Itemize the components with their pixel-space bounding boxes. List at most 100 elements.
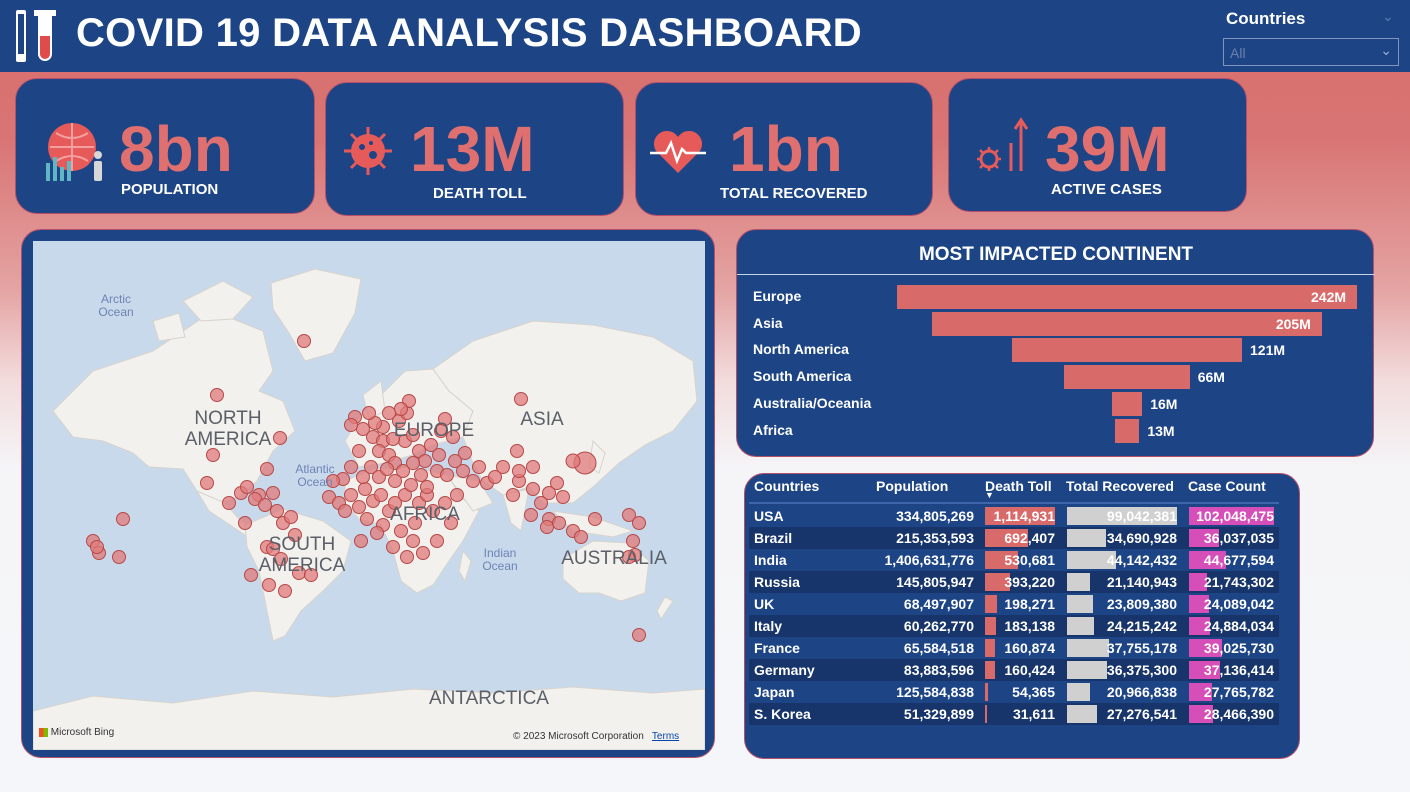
country-bubble[interactable] — [472, 460, 486, 474]
country-bubble[interactable] — [370, 526, 384, 540]
country-bubble[interactable] — [506, 488, 520, 502]
country-bubble[interactable] — [524, 508, 538, 522]
country-bubble[interactable] — [358, 482, 372, 496]
country-bubble[interactable] — [424, 438, 438, 452]
country-bubble[interactable] — [344, 418, 358, 432]
country-bubble[interactable] — [574, 530, 588, 544]
country-bubble[interactable] — [446, 430, 460, 444]
country-bubble[interactable] — [458, 446, 472, 460]
country-bubble[interactable] — [304, 568, 318, 582]
country-bubble[interactable] — [588, 512, 602, 526]
country-bubble[interactable] — [542, 486, 556, 500]
country-bubble[interactable] — [550, 476, 564, 490]
country-bubble[interactable] — [388, 496, 402, 510]
table-row[interactable]: India 1,406,631,776 530,681 44,142,432 44,67… — [749, 549, 1279, 571]
table-row[interactable]: Germany 83,883,596 160,424 36,375,300 37,136… — [749, 659, 1279, 681]
country-bubble[interactable] — [456, 464, 470, 478]
country-bubble[interactable] — [238, 516, 252, 530]
country-bubble[interactable] — [396, 464, 410, 478]
country-bubble[interactable] — [632, 516, 646, 530]
country-bubble[interactable] — [200, 476, 214, 490]
country-bubble[interactable] — [440, 468, 454, 482]
col-header-case-count[interactable]: Case Count — [1188, 478, 1266, 494]
table-row[interactable]: UK 68,497,907 198,271 23,809,380 24,089,042 — [749, 593, 1279, 615]
country-bubble[interactable] — [488, 470, 502, 484]
country-bubble[interactable] — [565, 453, 581, 469]
country-bubble[interactable] — [526, 482, 540, 496]
country-bubble[interactable] — [352, 500, 366, 514]
country-bubble[interactable] — [382, 406, 396, 420]
country-bubble[interactable] — [418, 454, 432, 468]
country-bubble[interactable] — [626, 534, 640, 548]
country-bubble[interactable] — [534, 496, 548, 510]
chevron-down-icon[interactable]: ⌄ — [1380, 42, 1392, 58]
country-bubble[interactable] — [394, 524, 408, 538]
country-bubble[interactable] — [388, 474, 402, 488]
country-bubble[interactable] — [362, 406, 376, 420]
funnel-bar[interactable] — [1111, 391, 1143, 416]
country-bubble[interactable] — [400, 550, 414, 564]
country-bubble[interactable] — [622, 550, 636, 564]
country-bubble[interactable] — [448, 454, 462, 468]
col-header-death-toll[interactable]: Death Toll — [985, 478, 1052, 494]
country-bubble[interactable] — [512, 464, 526, 478]
country-bubble[interactable] — [466, 474, 480, 488]
country-bubble[interactable] — [278, 584, 292, 598]
country-bubble[interactable] — [258, 498, 272, 512]
country-bubble[interactable] — [90, 540, 104, 554]
country-bubble[interactable] — [240, 480, 254, 494]
country-bubble[interactable] — [416, 546, 430, 560]
country-bubble[interactable] — [274, 552, 288, 566]
country-bubble[interactable] — [406, 534, 420, 548]
country-bubble[interactable] — [360, 512, 374, 526]
country-bubble[interactable] — [438, 496, 452, 510]
country-bubble[interactable] — [556, 490, 570, 504]
country-bubble[interactable] — [210, 388, 224, 402]
country-bubble[interactable] — [414, 468, 428, 482]
country-bubble[interactable] — [632, 628, 646, 642]
countries-slicer[interactable]: Countries ⌄ All ⌄ — [1212, 0, 1410, 72]
country-bubble[interactable] — [284, 510, 298, 524]
country-bubble[interactable] — [260, 462, 274, 476]
country-bubble[interactable] — [364, 460, 378, 474]
country-bubble[interactable] — [270, 504, 284, 518]
funnel-bar[interactable] — [932, 311, 1322, 336]
funnel-bar[interactable] — [897, 285, 1357, 309]
country-bubble[interactable] — [420, 480, 434, 494]
country-bubble[interactable] — [404, 478, 418, 492]
country-bubble[interactable] — [326, 474, 340, 488]
country-bubble[interactable] — [380, 462, 394, 476]
country-bubble[interactable] — [510, 444, 524, 458]
funnel-bar[interactable] — [1012, 338, 1242, 363]
country-bubble[interactable] — [386, 540, 400, 554]
country-bubble[interactable] — [552, 516, 566, 530]
col-header-countries[interactable]: Countries — [754, 478, 820, 494]
world-map[interactable]: NORTH AMERICA SOUTH AMERICA ASIA EUROPE … — [33, 241, 705, 750]
country-bubble[interactable] — [266, 486, 280, 500]
country-bubble[interactable] — [116, 512, 130, 526]
countries-dropdown[interactable]: All ⌄ — [1223, 38, 1399, 66]
country-bubble[interactable] — [338, 504, 352, 518]
funnel-bar[interactable] — [1114, 418, 1140, 443]
table-row[interactable]: S. Korea 51,329,899 31,611 27,276,541 28,466… — [749, 703, 1279, 725]
country-bubble[interactable] — [406, 428, 420, 442]
country-bubble[interactable] — [266, 542, 280, 556]
col-header-population[interactable]: Population — [876, 478, 949, 494]
country-bubble[interactable] — [444, 516, 458, 530]
country-bubble[interactable] — [408, 516, 422, 530]
table-row[interactable]: Russia 145,805,947 393,220 21,140,943 21,743… — [749, 571, 1279, 593]
funnel-bar[interactable] — [1064, 365, 1190, 390]
country-bubble[interactable] — [432, 448, 446, 462]
country-bubble[interactable] — [514, 392, 528, 406]
country-bubble[interactable] — [206, 448, 220, 462]
table-row[interactable]: Brazil 215,353,593 692,407 34,690,928 36,037… — [749, 527, 1279, 549]
country-bubble[interactable] — [540, 520, 554, 534]
country-bubble[interactable] — [394, 402, 408, 416]
country-bubble[interactable] — [344, 460, 358, 474]
country-bubble[interactable] — [426, 504, 440, 518]
table-row[interactable]: Italy 60,262,770 183,138 24,215,242 24,884,0… — [749, 615, 1279, 637]
country-bubble[interactable] — [386, 432, 400, 446]
country-bubble[interactable] — [288, 528, 302, 542]
country-bubble[interactable] — [438, 412, 452, 426]
col-header-total-recovered[interactable]: Total Recovered — [1066, 478, 1174, 494]
